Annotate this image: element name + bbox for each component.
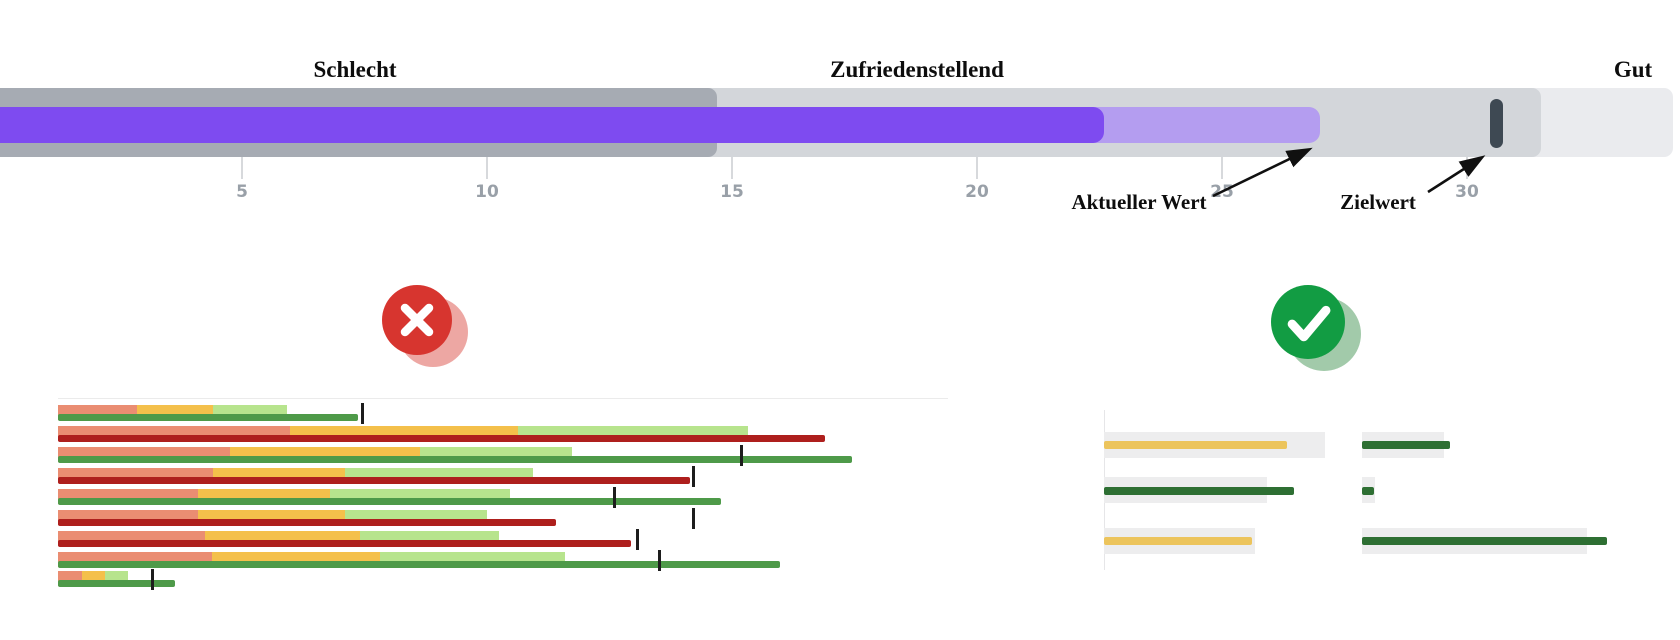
axis-tick-label: 5: [236, 182, 248, 202]
target-tick: [691, 466, 695, 487]
target-tick: [150, 569, 154, 590]
axis-tick-line: [1221, 157, 1223, 179]
target-marker: [1490, 99, 1503, 148]
range-label-zufriedenstellend: Zufriedenstellend: [830, 57, 1004, 82]
measure-bar-dark: [0, 107, 1104, 143]
bullet-measure-bar: [1362, 487, 1374, 495]
bullet-measure-bar: [1362, 441, 1450, 449]
axis-tick-label: 25: [1210, 182, 1234, 202]
measure-bar: [58, 477, 690, 484]
check-icon-circle: [1271, 285, 1345, 359]
bullet-measure-bar: [1104, 487, 1294, 495]
target-value-label: Zielwert: [1340, 190, 1416, 214]
measure-bar: [58, 498, 721, 505]
measure-bar: [58, 580, 175, 587]
axis-tick-label: 30: [1455, 182, 1479, 202]
target-tick: [612, 487, 616, 508]
range-label-schlecht: Schlecht: [313, 57, 397, 82]
x-icon: [382, 285, 472, 371]
axis-tick-line: [486, 157, 488, 179]
good-example-small-multiples-chart: [1104, 408, 1616, 574]
axis-tick-label: 10: [475, 182, 499, 202]
bullet-measure-bar: [1362, 537, 1607, 545]
axis-tick-line: [241, 157, 243, 179]
bullet-measure-bar: [1104, 537, 1252, 545]
target-tick: [657, 550, 661, 571]
current-value-label: Aktueller Wert: [1071, 190, 1207, 214]
target-tick: [360, 403, 364, 424]
measure-bar: [58, 435, 825, 442]
range-label-gut: Gut: [1613, 57, 1653, 82]
measure-bar: [58, 561, 780, 568]
axis-tick-line: [976, 157, 978, 179]
check-icon: [1271, 285, 1365, 375]
target-tick: [635, 529, 639, 550]
measure-bar: [58, 519, 556, 526]
bullet-measure-bar: [1104, 441, 1287, 449]
measure-bar: [58, 414, 358, 421]
axis-tick-line: [731, 157, 733, 179]
bad-example-overlapping-bullet-chart: [58, 398, 948, 590]
axis-tick-label: 20: [965, 182, 989, 202]
target-tick: [691, 508, 695, 529]
measure-bar: [58, 540, 631, 547]
axis-tick-line: [1466, 157, 1468, 179]
measure-bar: [58, 456, 852, 463]
target-tick: [739, 445, 743, 466]
x-icon-circle: [382, 285, 452, 355]
axis-tick-label: 15: [720, 182, 744, 202]
